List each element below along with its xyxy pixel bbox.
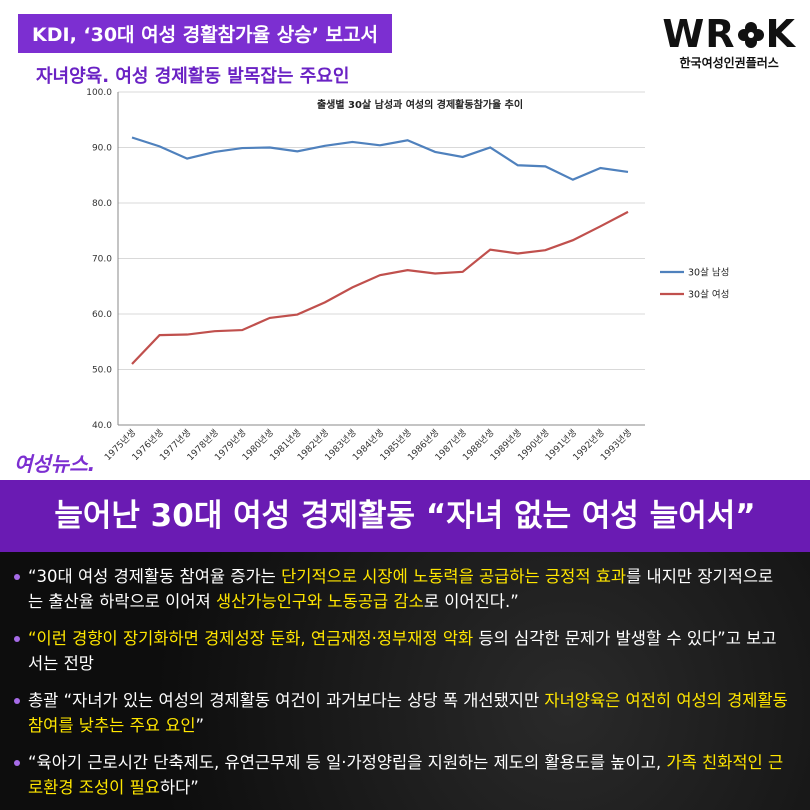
- y-tick-label: 50.0: [92, 366, 112, 376]
- bullet-text: 등의 심각한 문제가 발생할 수 있다”고 보고서는 전망: [28, 629, 777, 673]
- y-tick-label: 40.0: [92, 421, 112, 431]
- highlight-text: 생산가능인구와 노동공급 감소: [215, 592, 424, 611]
- bullet-text: ”: [195, 716, 205, 735]
- header-subtitle: 자녀양육. 여성 경제활동 발목잡는 주요인: [36, 66, 350, 87]
- highlight-text: 자녀양육은 여전히 여성의 경제활동 참여를 낮추는 주요 요인: [28, 691, 788, 735]
- bullet-text: 를 내지만 장기적으로는 출산율 하락으로 이어져: [28, 567, 774, 611]
- bullet-list: “30대 여성 경제활동 참여율 증가는 단기적으로 시장에 노동력을 공급하는…: [0, 552, 810, 810]
- bullet: “30대 여성 경제활동 참여율 증가는 단기적으로 시장에 노동력을 공급하는…: [14, 564, 788, 614]
- bullet: “이런 경향이 장기화하면 경제성장 둔화, 연금재정·정부재정 악화 등의 심…: [14, 626, 788, 676]
- bullet-text: “30대 여성 경제활동 참여율 증가는: [28, 567, 282, 586]
- bullet-text: 총괄 “자녀가 있는 여성의 경제활동 여건이 과거보다는 상당 폭 개선됐지만: [28, 691, 545, 710]
- bullet-text: “육아기 근로시간 단축제도, 유연근무제 등 일·가정양립을 지원하는 제도의…: [28, 753, 667, 772]
- highlight-text: 단기적으로 시장에 노동력을 공급하는 긍정적 효과: [281, 567, 627, 586]
- y-tick-label: 70.0: [92, 255, 112, 265]
- y-tick-label: 90.0: [92, 144, 112, 154]
- highlight-text: 가족 친화적인 근로환경 조성이 필요: [28, 753, 784, 797]
- source-logo: 여성뉴스.: [14, 452, 96, 476]
- data-line: [131, 210, 629, 365]
- y-tick-label: 80.0: [92, 199, 112, 209]
- chart-title: 출생별 30살 남성과 여성의 경제활동참가율 추이: [317, 98, 523, 111]
- legend-label: 30살 여성: [688, 289, 729, 301]
- y-tick-label: 100.0: [86, 88, 112, 98]
- logo-icon: [737, 22, 764, 48]
- logo: WR K 한국여성인권플러스: [662, 14, 796, 71]
- headline: 늘어난 30대 여성 경제활동 “자녀 없는 여성 늘어서”: [0, 480, 810, 552]
- legend-label: 30살 남성: [688, 268, 729, 279]
- logo-name: 한국여성인권플러스: [679, 56, 779, 70]
- chart: 출생별 30살 남성과 여성의 경제활동참가율 추이 40.0 50.0 60.0 7…: [86, 88, 729, 463]
- logo-text: K: [765, 12, 796, 56]
- bullet-text: 하다”: [159, 778, 199, 797]
- highlight-text: “이런 경향이 장기화하면 경제성장 둔화, 연금재정·정부재정 악화: [28, 629, 474, 648]
- bullet: “육아기 근로시간 단축제도, 유연근무제 등 일·가정양립을 지원하는 제도의…: [14, 750, 788, 800]
- header-title: KDI, ‘30대 여성 경활참가율 상승’ 보고서: [18, 14, 392, 53]
- data-line: [131, 136, 629, 181]
- logo-mark: WR K: [662, 14, 796, 54]
- logo-text: WR: [662, 12, 736, 56]
- bullet-text: 로 이어진다.”: [423, 592, 519, 611]
- bullet: 총괄 “자녀가 있는 여성의 경제활동 여건이 과거보다는 상당 폭 개선됐지만…: [14, 688, 788, 738]
- y-tick-label: 60.0: [92, 310, 112, 320]
